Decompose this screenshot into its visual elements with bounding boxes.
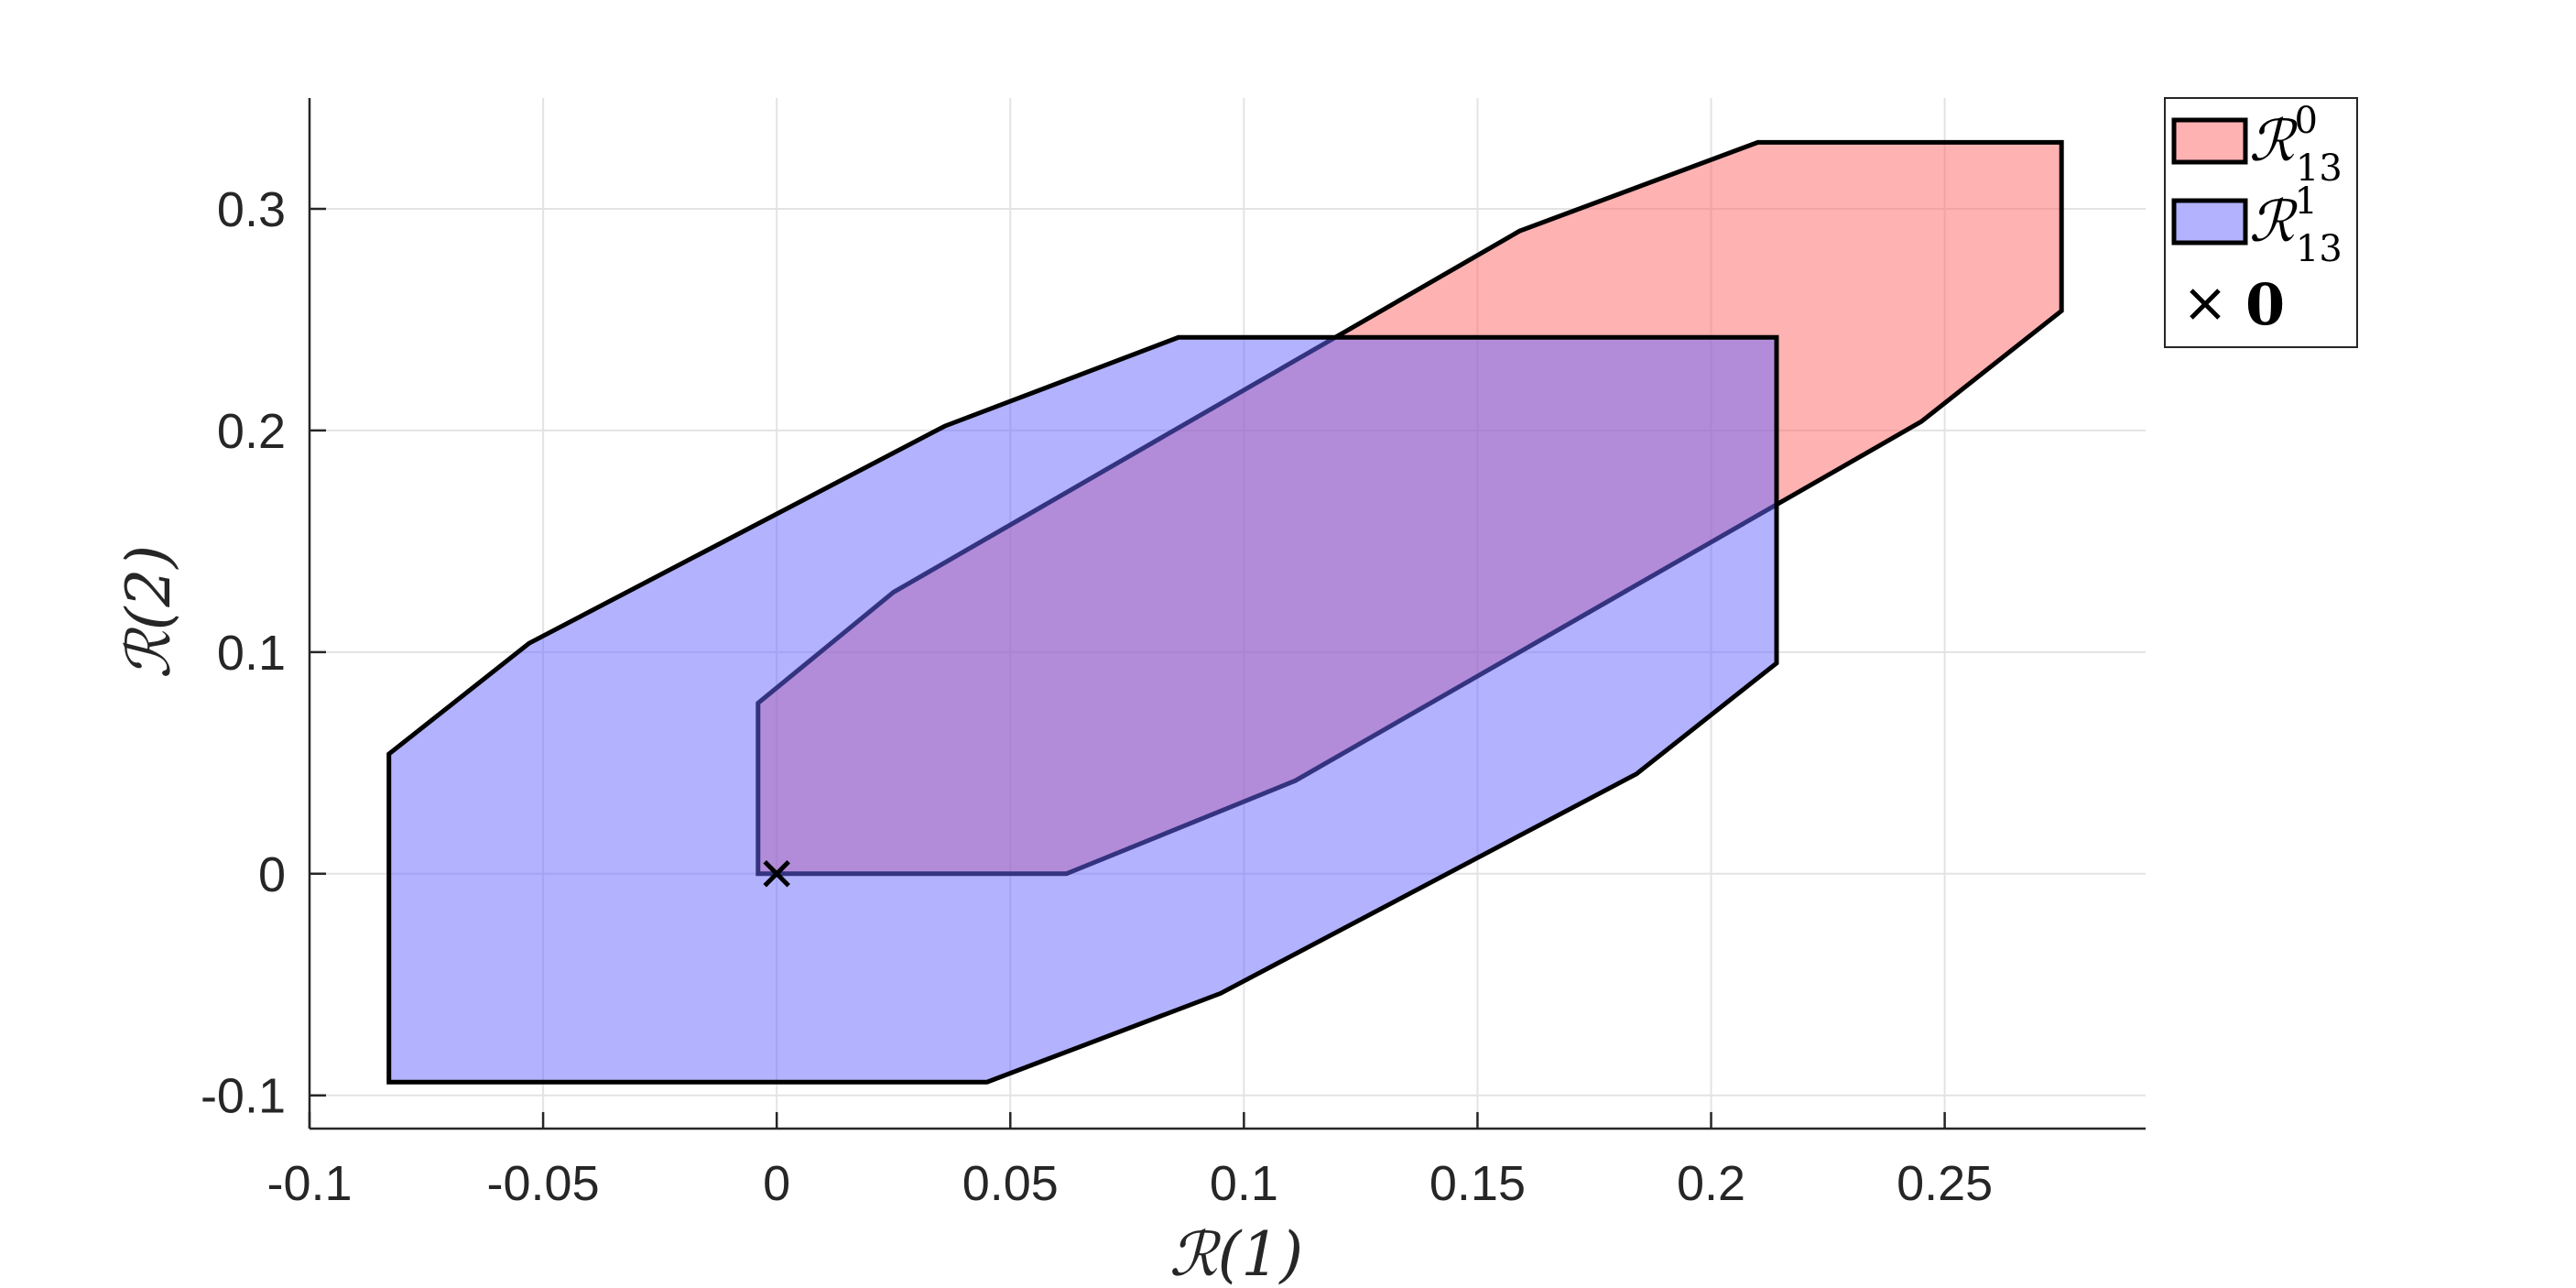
x-tick-label: 0.05	[962, 1156, 1059, 1211]
legend-label: 0	[2245, 271, 2285, 338]
x-axis-label: ℛ(1)	[1169, 1219, 1303, 1288]
y-axis-label: ℛ(2)	[114, 545, 184, 679]
y-tick-label: 0.2	[217, 404, 286, 459]
x-tick-label: 0.15	[1429, 1156, 1526, 1211]
plot-area	[386, 139, 2064, 1085]
tick-labels: -0.1 -0.05 0 0.05 0.1 0.15 0.2 0.25 -0.1 0 0.1 0.2 0…	[201, 182, 1993, 1211]
x-tick-label: -0.05	[487, 1156, 600, 1211]
legend-entry: 0	[2190, 271, 2285, 338]
origin-marker	[763, 860, 790, 888]
y-tick-label: -0.1	[201, 1069, 286, 1124]
x-tick-label: -0.1	[266, 1156, 352, 1211]
y-tick-label: 0	[258, 847, 286, 902]
axes	[308, 98, 2146, 1130]
x-tick-label: 0	[763, 1156, 790, 1211]
legend-swatch	[2171, 198, 2248, 246]
x-tick-label: 0.25	[1897, 1156, 1993, 1211]
legend-swatch	[2171, 117, 2248, 165]
x-tick-label: 0.1	[1210, 1156, 1278, 1211]
x-tick-label: 0.2	[1677, 1156, 1745, 1211]
y-tick-label: 0.1	[217, 626, 286, 681]
y-tick-label: 0.3	[217, 182, 286, 237]
series-polygon-1	[386, 334, 1779, 1085]
